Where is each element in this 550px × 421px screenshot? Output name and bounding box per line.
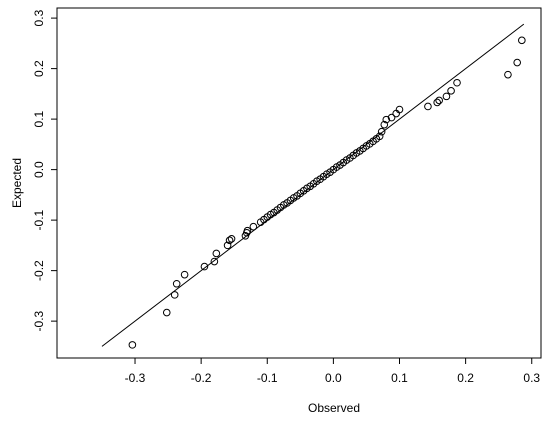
y-axis-label: Expected [10,158,24,208]
x-tick-label: -0.2 [191,371,212,385]
x-tick-label: 0.2 [457,371,474,385]
point [170,291,179,299]
y-tick-label: -0.1 [32,209,46,230]
x-tick-label: 0.1 [391,371,408,385]
point [180,270,189,279]
point [200,262,209,271]
point [249,222,258,231]
point [442,92,451,101]
point [518,36,526,45]
point [447,87,455,95]
x-tick-label: -0.3 [125,371,146,385]
y-tick-label: 0.3 [32,9,46,26]
point [435,96,443,105]
x-axis-label: Observed [308,401,360,415]
y-tick-label: 0.1 [32,110,46,127]
point [375,132,384,141]
y-tick-label: -0.2 [32,260,46,281]
point [210,257,219,266]
point [395,105,404,114]
point [223,241,232,250]
point [377,127,386,136]
point [243,226,252,235]
point [504,70,512,79]
point [513,58,521,67]
x-tick-label: 0.0 [325,371,342,385]
point [128,341,137,349]
x-tick-label: 0.3 [523,371,540,385]
point [433,98,441,107]
point [453,78,461,87]
point [162,308,171,317]
point [387,113,396,122]
y-tick-label: 0.2 [32,60,46,77]
x-tick-label: -0.1 [257,371,278,385]
point [424,102,432,111]
point [227,235,236,243]
y-tick-label: -0.3 [32,310,46,331]
y-tick-label: 0.0 [32,161,46,178]
point [380,120,389,129]
point [172,279,181,288]
point [382,115,391,124]
point [225,236,234,245]
point [212,249,221,258]
plot-frame [56,7,542,359]
